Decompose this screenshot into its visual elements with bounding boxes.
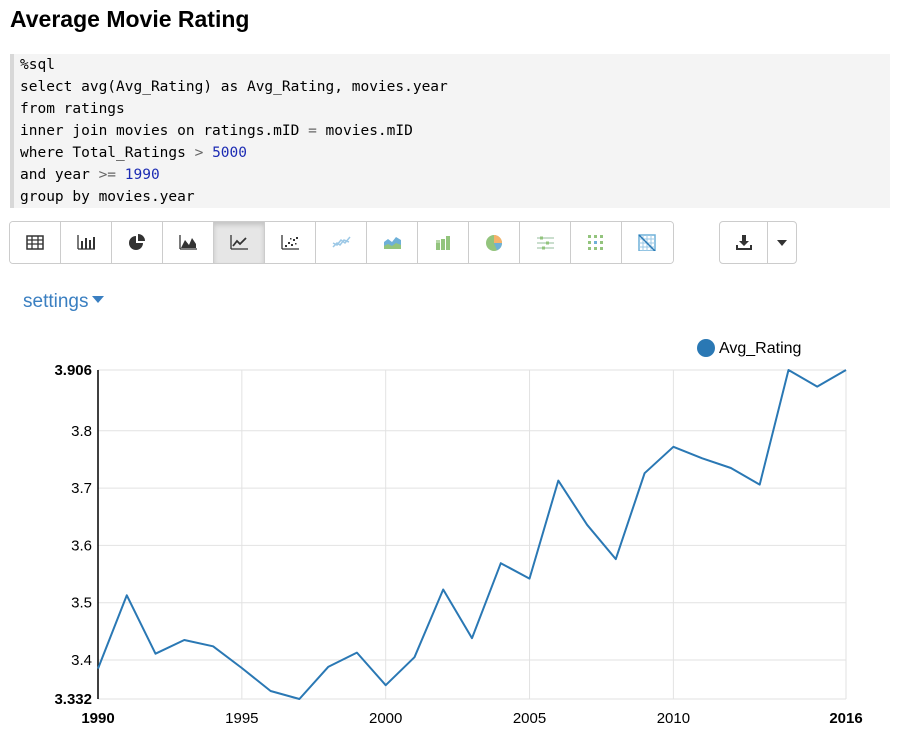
- heatmap-button[interactable]: [571, 222, 622, 263]
- bar-chart-icon: [76, 235, 95, 250]
- x-tick-label: 2010: [657, 710, 690, 727]
- series-line-Avg_Rating: [97, 369, 847, 700]
- x-tick-label: 2016: [829, 710, 862, 727]
- code-token: 5000: [212, 145, 247, 161]
- table-icon: [25, 235, 44, 250]
- code-token: where Total_Ratings: [20, 145, 195, 161]
- code-token: select avg(Avg_Rating) as Avg_Rating, mo…: [20, 79, 448, 95]
- caret-down-icon: [92, 296, 105, 304]
- area-chart-icon: [178, 235, 197, 250]
- stacked-area-button[interactable]: [367, 222, 418, 263]
- code-token: group by movies.year: [20, 189, 195, 205]
- range-chart-icon: [536, 236, 554, 250]
- donut-chart-icon: [485, 235, 502, 251]
- download-icon: [735, 234, 752, 250]
- page-title: Average Movie Rating: [10, 6, 250, 32]
- chart-type-button-group: [9, 221, 674, 264]
- column-chart-icon: [435, 236, 450, 250]
- x-tick-label: 2005: [513, 710, 546, 727]
- code-token: [203, 145, 212, 161]
- code-line: group by movies.year: [20, 186, 890, 208]
- pie-chart-button[interactable]: [112, 222, 163, 263]
- download-button-group: [719, 221, 797, 264]
- table-view-button[interactable]: [10, 222, 61, 263]
- line-chart: 3.332 3.4 3.5 3.6 3.7 3.8 3.906 1990 1995 2000 200…: [54, 339, 863, 727]
- code-token: and year: [20, 167, 99, 183]
- code-token: =: [308, 123, 317, 139]
- sql-code-editor[interactable]: %sql select avg(Avg_Rating) as Avg_Rating…: [10, 54, 890, 208]
- download-button[interactable]: [720, 222, 768, 263]
- line-chart-button[interactable]: [214, 222, 265, 263]
- legend-label: Avg_Rating: [719, 340, 801, 357]
- matrix-icon: [638, 234, 656, 251]
- code-token: >: [194, 145, 204, 161]
- code-token: %sql: [20, 57, 55, 73]
- code-line: from ratings: [20, 98, 890, 120]
- area-chart-button[interactable]: [163, 222, 214, 263]
- donut-button[interactable]: [469, 222, 520, 263]
- y-tick-label: 3.7: [71, 480, 92, 497]
- y-tick-label: 3.8: [71, 423, 92, 440]
- scatter-chart-icon: [280, 235, 299, 250]
- code-token: [116, 167, 125, 183]
- settings-toggle[interactable]: settings: [23, 291, 105, 313]
- range-button[interactable]: [520, 222, 571, 263]
- y-tick-label: 3.5: [71, 595, 92, 612]
- dot-grid-icon: [587, 235, 603, 250]
- chart-type-toolbar: [9, 221, 674, 264]
- code-line: where Total_Ratings > 5000: [20, 142, 890, 164]
- y-tick-label: 3.6: [71, 537, 92, 554]
- code-token: movies.mID: [316, 123, 413, 139]
- code-token: from ratings: [20, 101, 125, 117]
- caret-down-icon: [777, 239, 787, 246]
- bar-chart-button[interactable]: [61, 222, 112, 263]
- code-token: inner join movies on ratings.mID: [20, 123, 309, 139]
- y-tick-label: 3.4: [71, 652, 92, 669]
- multi-line-icon: [331, 236, 351, 248]
- legend-marker: [697, 339, 715, 357]
- stacked-area-icon: [383, 237, 401, 249]
- settings-label: settings: [23, 291, 89, 312]
- x-tick-label: 1990: [81, 710, 114, 727]
- scatter-chart-button[interactable]: [265, 222, 316, 263]
- line-plus-button[interactable]: [316, 222, 367, 263]
- x-tick-label: 2000: [369, 710, 402, 727]
- download-options-dropdown[interactable]: [768, 222, 796, 263]
- code-line: inner join movies on ratings.mID = movie…: [20, 120, 890, 142]
- x-tick-label: 1995: [225, 710, 258, 727]
- code-line: %sql: [20, 54, 890, 76]
- code-token: >=: [98, 167, 117, 183]
- pie-chart-icon: [128, 234, 145, 250]
- column-button[interactable]: [418, 222, 469, 263]
- code-line: and year >= 1990: [20, 164, 890, 186]
- y-tick-label: 3.906: [54, 362, 92, 379]
- y-tick-label: 3.332: [54, 691, 92, 708]
- code-token: 1990: [124, 167, 160, 183]
- line-chart-icon: [229, 235, 248, 250]
- code-line: select avg(Avg_Rating) as Avg_Rating, mo…: [20, 76, 890, 98]
- matrix-button[interactable]: [622, 222, 673, 263]
